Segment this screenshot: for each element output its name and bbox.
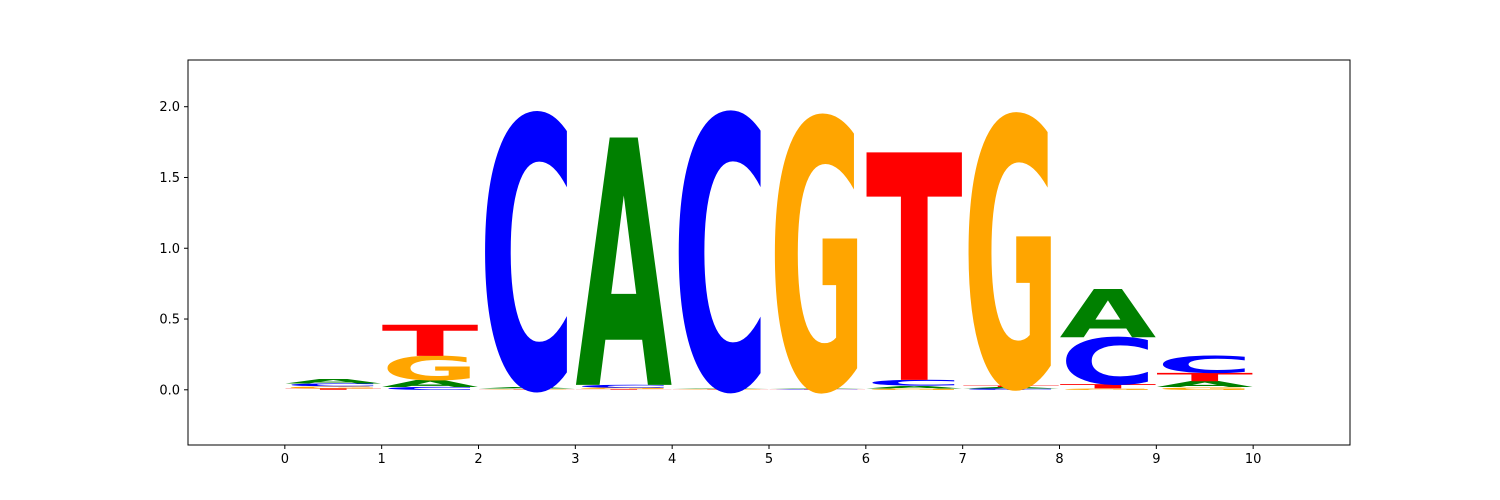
x-tick-label: 10: [1245, 452, 1262, 467]
logo-letter-C: C: [382, 386, 479, 391]
logo-letter-G: G: [963, 43, 1060, 473]
y-tick-label: 1.0: [159, 242, 180, 257]
logo-letter-C: C: [963, 388, 1060, 390]
logo-letter-G: G: [1060, 388, 1157, 390]
logo-letter-C: C: [285, 383, 382, 388]
logo-letter-C: C: [866, 378, 963, 387]
logo-letter-C: C: [1156, 351, 1253, 378]
logo-letter-A: A: [672, 388, 770, 389]
logo-letter-A: A: [963, 387, 1061, 389]
logo-letter-C: C: [575, 384, 672, 389]
y-tick-label: 0.0: [159, 383, 180, 398]
logo-letter-C: C: [479, 42, 576, 475]
logo-letter-A: A: [575, 72, 672, 466]
logo-letter-C: C: [1060, 326, 1157, 400]
logo-letter-G: G: [769, 45, 866, 476]
y-axis: 0.0 0.5 1.0 1.5 2.0: [159, 100, 188, 398]
logo-letter-G: G: [575, 387, 672, 389]
logo-letter-A: A: [479, 387, 577, 389]
logo-letter-T: T: [382, 316, 479, 366]
logo-letter-G: G: [1156, 386, 1253, 391]
logo-letter-T: T: [479, 389, 576, 390]
y-tick-label: 1.5: [159, 171, 180, 186]
x-tick-label: 3: [571, 452, 579, 467]
logo-letter-A: A: [285, 378, 382, 385]
y-tick-label: 2.0: [159, 100, 180, 115]
logo-letter-T: T: [1156, 371, 1253, 385]
logo-letter-T: T: [866, 92, 963, 455]
x-tick-label: 1: [378, 452, 386, 467]
x-tick-label: 7: [959, 452, 967, 467]
logo-letter-C: C: [672, 43, 769, 478]
logo-letter-A: A: [1156, 380, 1253, 389]
logo-letter-T: T: [1060, 383, 1157, 390]
logo-letter-A: A: [769, 388, 867, 389]
logo-letter-G: G: [285, 386, 382, 389]
logo-letter-G: G: [672, 389, 769, 390]
y-tick-label: 0.5: [159, 313, 180, 328]
logo-letter-A: A: [1060, 276, 1157, 353]
logo-letter-T: T: [769, 389, 866, 390]
x-tick-label: 8: [1055, 452, 1063, 467]
x-tick-label: 2: [474, 452, 482, 467]
logo-letter-T: T: [575, 389, 672, 390]
x-tick-label: 5: [765, 452, 773, 467]
logo-letter-G: G: [382, 350, 479, 388]
x-tick-label: 6: [862, 452, 870, 467]
logo-letter-C: C: [769, 389, 866, 390]
x-axis: 0 1 2 3 4 5 6 7 8 9 10: [281, 445, 1262, 467]
x-tick-label: 4: [668, 452, 676, 467]
logo-letter-G: G: [479, 388, 576, 389]
logo-letter-T: T: [963, 385, 1060, 387]
logo-letter-A: A: [866, 385, 964, 390]
x-tick-label: 9: [1152, 452, 1160, 467]
logo-letter-G: G: [866, 388, 963, 390]
x-tick-label: 0: [281, 452, 289, 467]
logo-letter-T: T: [285, 388, 382, 390]
logo-letter-T: T: [672, 389, 769, 390]
logo-letter-A: A: [382, 378, 479, 389]
